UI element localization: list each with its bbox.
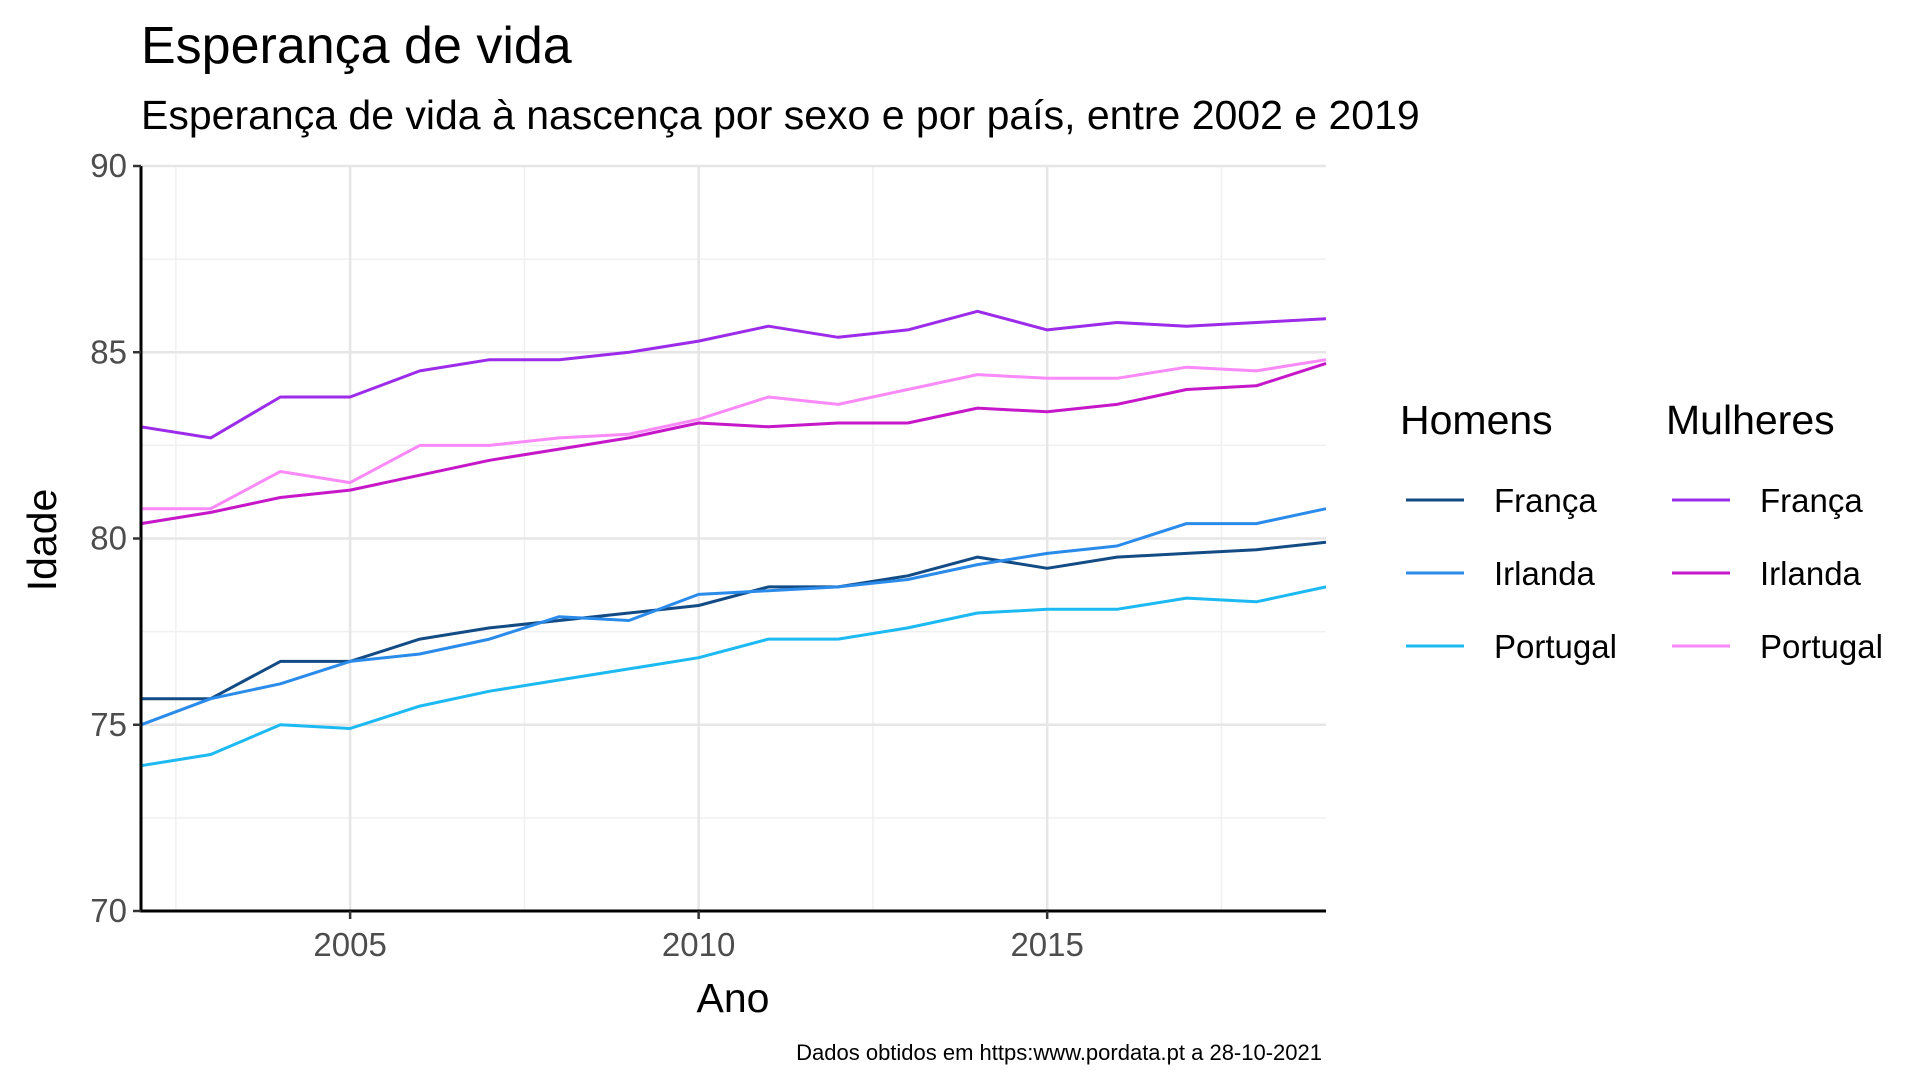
- legend-title: Homens: [1400, 397, 1553, 443]
- x-tick-label: 2005: [313, 926, 386, 963]
- tick-labels: 70 75 80 85 90 2005 2010 2015: [90, 147, 1084, 963]
- series-lines: [140, 309, 1327, 768]
- chart-subtitle: Esperança de vida à nascença por sexo e …: [141, 92, 1420, 138]
- series-line-mulheres-frança: [140, 309, 1327, 440]
- series-line-mulheres-portugal: [141, 358, 1327, 511]
- x-tick-label: 2010: [662, 926, 735, 963]
- y-tick-label: 70: [90, 892, 127, 929]
- series-line-mulheres-irlanda: [140, 361, 1327, 526]
- x-tick-label: 2015: [1010, 926, 1083, 963]
- grid: [141, 164, 1326, 913]
- axes: [133, 164, 1326, 919]
- y-axis-title: Idade: [19, 489, 65, 592]
- y-tick-label: 90: [90, 147, 127, 184]
- legend-label: Irlanda: [1494, 555, 1596, 592]
- legend-title: Mulheres: [1666, 397, 1835, 443]
- legend-label: Portugal: [1760, 628, 1883, 665]
- series-line-homens-portugal: [140, 585, 1327, 768]
- y-tick-label: 80: [90, 520, 127, 557]
- y-tick-label: 75: [90, 706, 127, 743]
- y-tick-label: 85: [90, 333, 127, 370]
- chart-title: Esperança de vida: [141, 17, 572, 75]
- legend-label: Portugal: [1494, 628, 1617, 665]
- legend-label: Irlanda: [1760, 555, 1862, 592]
- x-axis-title: Ano: [697, 975, 770, 1021]
- legend-label: França: [1494, 482, 1597, 519]
- legend: Homens França Irlanda Portugal Mulheres Franç…: [1400, 397, 1883, 665]
- series-line-homens-frança: [141, 540, 1327, 701]
- series-line-homens-irlanda: [140, 507, 1327, 727]
- legend-label: França: [1760, 482, 1863, 519]
- chart-caption: Dados obtidos em https:www.pordata.pt a …: [796, 1040, 1322, 1065]
